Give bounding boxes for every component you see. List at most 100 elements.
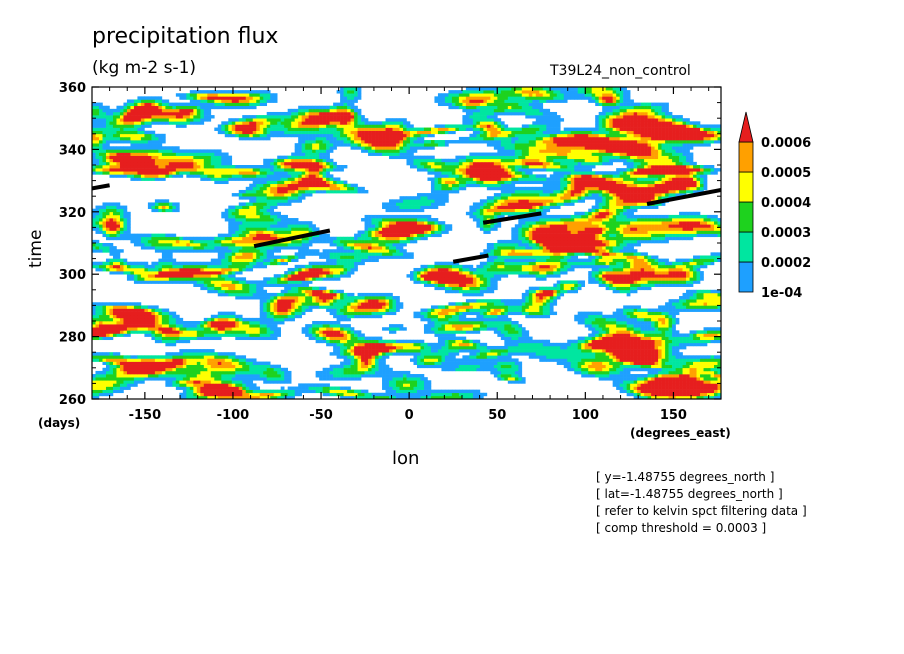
heatmap-cell xyxy=(444,305,449,309)
heatmap-cell xyxy=(462,327,467,331)
heatmap-cell xyxy=(626,352,631,356)
heatmap-cell xyxy=(602,352,606,356)
heatmap-cell xyxy=(277,377,281,381)
heatmap-cell xyxy=(259,283,264,287)
heatmap-cell xyxy=(354,352,358,356)
heatmap-cell xyxy=(546,308,551,312)
heatmap-cell xyxy=(92,355,96,359)
heatmap-cell xyxy=(430,317,435,322)
heatmap-cell xyxy=(396,374,400,378)
heatmap-cell xyxy=(448,286,453,291)
heatmap-cell xyxy=(116,333,121,337)
heatmap-cell xyxy=(469,280,474,284)
heatmap-cell xyxy=(189,386,194,390)
heatmap-cell xyxy=(392,352,397,356)
heatmap-cell xyxy=(228,361,233,365)
heatmap-cell xyxy=(382,380,386,384)
heatmap-cell xyxy=(423,271,428,275)
heatmap-cell xyxy=(518,370,523,375)
heatmap-cell xyxy=(528,345,533,350)
heatmap-cell xyxy=(661,374,666,378)
heatmap-cell xyxy=(497,327,502,331)
heatmap-cell xyxy=(490,317,495,322)
heatmap-cell xyxy=(340,352,344,356)
heatmap-cell xyxy=(214,361,219,365)
heatmap-cell xyxy=(633,383,638,387)
heatmap-cell xyxy=(661,352,666,356)
heatmap-cell xyxy=(168,370,173,375)
heatmap-cell xyxy=(203,377,208,381)
heatmap-cell xyxy=(361,308,365,312)
heatmap-cell xyxy=(497,314,502,319)
heatmap-cell xyxy=(591,333,596,337)
heatmap-cell xyxy=(497,311,502,316)
heatmap-cell xyxy=(682,395,687,399)
heatmap-cell xyxy=(651,277,655,281)
heatmap-cell xyxy=(252,280,257,284)
heatmap-cell xyxy=(312,383,316,387)
heatmap-cell xyxy=(430,283,435,287)
heatmap-cell xyxy=(126,370,131,375)
heatmap-cell xyxy=(242,358,247,362)
heatmap-cell xyxy=(476,324,481,328)
heatmap-cell xyxy=(322,324,327,328)
heatmap-cell xyxy=(665,349,669,353)
heatmap-cell xyxy=(158,280,163,284)
heatmap-cell xyxy=(504,367,509,372)
heatmap-cell xyxy=(144,280,149,284)
heatmap-cell xyxy=(217,317,222,322)
heatmap-cell xyxy=(644,321,648,325)
heatmap-cell xyxy=(539,302,544,306)
heatmap-cell xyxy=(423,327,428,331)
heatmap-cell xyxy=(556,358,561,362)
heatmap-cell xyxy=(525,352,530,356)
heatmap-cell xyxy=(640,280,645,284)
heatmap-cell xyxy=(696,274,701,278)
heatmap-cell xyxy=(535,314,540,319)
heatmap-cell xyxy=(535,277,540,281)
heatmap-cell xyxy=(717,361,721,365)
heatmap-cell xyxy=(686,355,690,359)
heatmap-cell xyxy=(294,264,299,269)
heatmap-cell xyxy=(714,374,718,378)
heatmap-cell xyxy=(497,264,502,269)
heatmap-cell xyxy=(686,367,690,372)
heatmap-cell xyxy=(399,374,404,378)
heatmap-cell xyxy=(203,333,208,337)
heatmap-cell xyxy=(333,299,337,303)
heatmap-cell xyxy=(521,380,526,384)
heatmap-cell xyxy=(151,305,156,309)
heatmap-cell xyxy=(619,311,624,316)
heatmap-cell xyxy=(277,333,281,337)
heatmap-cell xyxy=(609,321,613,325)
heatmap-cell xyxy=(420,267,425,272)
heatmap-cell xyxy=(305,267,309,272)
heatmap-cell xyxy=(224,383,229,387)
heatmap-cell xyxy=(406,370,411,375)
heatmap-cell xyxy=(497,299,502,303)
heatmap-cell xyxy=(112,314,117,319)
heatmap-cell xyxy=(616,330,620,334)
heatmap-cell xyxy=(612,367,617,372)
heatmap-cell xyxy=(458,308,463,312)
heatmap-cell xyxy=(497,330,502,334)
heatmap-cell xyxy=(151,364,156,369)
heatmap-cell xyxy=(462,317,467,322)
heatmap-cell xyxy=(535,308,540,312)
heatmap-cell xyxy=(413,355,418,359)
heatmap-cell xyxy=(490,283,495,287)
heatmap-cell xyxy=(273,321,278,325)
heatmap-cell xyxy=(189,274,194,278)
heatmap-cell xyxy=(189,361,194,365)
heatmap-cell xyxy=(280,321,285,325)
heatmap-cell xyxy=(361,311,365,316)
heatmap-cell xyxy=(658,339,662,344)
heatmap-cell xyxy=(137,327,142,331)
heatmap-cell xyxy=(451,342,456,347)
heatmap-cell xyxy=(231,364,236,369)
heatmap-cell xyxy=(105,358,110,362)
heatmap-cell xyxy=(672,377,676,381)
heatmap-cell xyxy=(434,361,439,365)
heatmap-cell xyxy=(287,389,292,394)
heatmap-cell xyxy=(301,327,306,331)
